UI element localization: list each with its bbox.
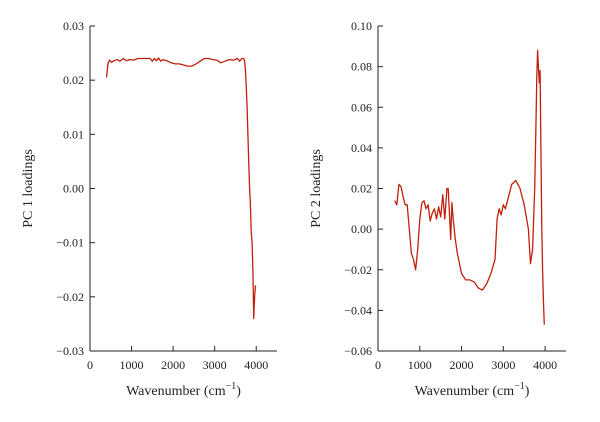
y-tick-label: −0.03 — [56, 344, 84, 358]
x-tick-label: 3000 — [491, 358, 515, 372]
y-tick-label: 0.08 — [351, 60, 372, 74]
y-tick-label: 0.06 — [351, 100, 372, 114]
y-tick-label: 0.03 — [63, 19, 84, 33]
chart-panel-2: −0.06 −0.04 −0.02 0.00 0.02 0.04 0.06 0.08 0.10 0… — [309, 19, 566, 399]
y-tick-label: −0.04 — [344, 303, 372, 317]
x-tick-label: 1000 — [120, 358, 144, 372]
y-tick-label: 0.04 — [351, 141, 372, 155]
x-tick-label: 4000 — [533, 358, 557, 372]
y-tick-label: 0.00 — [351, 222, 372, 236]
chart-panel-1: −0.03 −0.02 −0.01 0.00 0.01 0.02 0.03 0 1000 2000… — [21, 19, 277, 399]
x-tick-label: 0 — [87, 358, 93, 372]
x-tick-label: 3000 — [203, 358, 227, 372]
series-line-1 — [394, 49, 545, 325]
x-tick-label: 2000 — [161, 358, 185, 372]
y-tick-label: −0.02 — [56, 290, 84, 304]
y-axis-title: PC 2 loadings — [309, 149, 324, 228]
x-tick-label: 1000 — [408, 358, 432, 372]
y-tick-label: −0.02 — [344, 263, 372, 277]
series-line-1 — [105, 57, 257, 320]
x-axis-title: Wavenumber (cm−1) — [415, 381, 530, 399]
y-tick-label: 0.02 — [351, 182, 372, 196]
y-tick-label: 0.10 — [351, 19, 372, 33]
y-tick-label: −0.01 — [56, 236, 84, 250]
y-tick-label: −0.06 — [344, 344, 372, 358]
y-tick-label: 0.02 — [63, 73, 84, 87]
x-tick-label: 4000 — [244, 358, 268, 372]
y-axis-title: PC 1 loadings — [21, 149, 36, 228]
y-tick-label: 0.01 — [63, 127, 84, 141]
x-axis-title: Wavenumber (cm−1) — [126, 381, 241, 399]
y-tick-label: 0.00 — [63, 182, 84, 196]
x-tick-label: 2000 — [450, 358, 474, 372]
x-tick-label: 0 — [375, 358, 381, 372]
